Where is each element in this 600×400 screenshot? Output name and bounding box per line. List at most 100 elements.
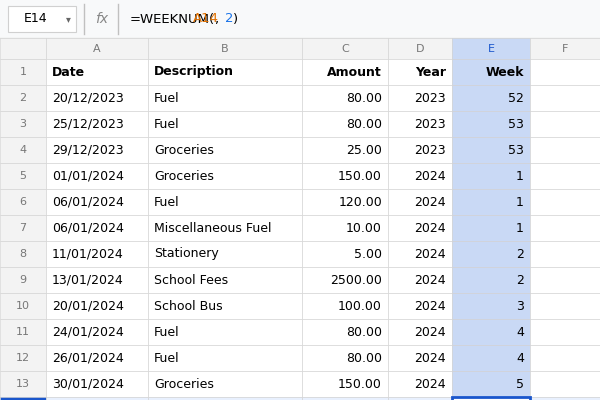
- Bar: [0, 293, 46, 319]
- Bar: [46, 215, 148, 241]
- Bar: [46, 371, 148, 397]
- Text: 150.00: 150.00: [338, 378, 382, 390]
- Bar: [148, 59, 302, 85]
- Text: 13/01/2024: 13/01/2024: [52, 274, 124, 286]
- Bar: [302, 111, 388, 137]
- Bar: [0, 241, 46, 267]
- Text: 10.00: 10.00: [346, 222, 382, 234]
- Bar: [46, 397, 148, 400]
- Bar: [302, 371, 388, 397]
- Text: Description: Description: [154, 66, 234, 78]
- Bar: [0, 163, 46, 189]
- Text: =WEEKNUM(: =WEEKNUM(: [130, 12, 215, 26]
- Text: 2024: 2024: [415, 222, 446, 234]
- Bar: [46, 189, 148, 215]
- Text: Fuel: Fuel: [154, 118, 179, 130]
- Text: 53: 53: [508, 118, 524, 130]
- Text: 20/12/2023: 20/12/2023: [52, 92, 124, 104]
- Text: 3: 3: [516, 300, 524, 312]
- Text: 20/01/2024: 20/01/2024: [52, 300, 124, 312]
- Text: 06/01/2024: 06/01/2024: [52, 222, 124, 234]
- Bar: [388, 111, 452, 137]
- Text: ▾: ▾: [65, 14, 70, 24]
- Bar: [148, 111, 302, 137]
- Bar: [0, 38, 46, 59]
- Bar: [452, 345, 530, 371]
- Text: Groceries: Groceries: [154, 170, 214, 182]
- Text: Fuel: Fuel: [154, 352, 179, 364]
- Bar: [302, 59, 388, 85]
- Bar: [148, 293, 302, 319]
- Text: 25.00: 25.00: [346, 144, 382, 156]
- Bar: [46, 345, 148, 371]
- Text: 6: 6: [19, 197, 26, 207]
- Text: Week: Week: [485, 66, 524, 78]
- Bar: [530, 371, 600, 397]
- Text: Fuel: Fuel: [154, 196, 179, 208]
- Bar: [388, 267, 452, 293]
- Text: A14: A14: [193, 12, 219, 26]
- Bar: [0, 215, 46, 241]
- Bar: [452, 163, 530, 189]
- Bar: [530, 319, 600, 345]
- Text: 4: 4: [516, 326, 524, 338]
- Text: 2023: 2023: [415, 118, 446, 130]
- Bar: [0, 85, 46, 111]
- Bar: [530, 215, 600, 241]
- Bar: [388, 215, 452, 241]
- Bar: [452, 38, 530, 59]
- Bar: [302, 293, 388, 319]
- Text: 5: 5: [516, 378, 524, 390]
- Text: E: E: [487, 44, 494, 54]
- Bar: [530, 137, 600, 163]
- Bar: [148, 241, 302, 267]
- Text: 2024: 2024: [415, 326, 446, 338]
- Bar: [452, 371, 530, 397]
- Text: 11/01/2024: 11/01/2024: [52, 248, 124, 260]
- Bar: [452, 189, 530, 215]
- Bar: [530, 111, 600, 137]
- Bar: [388, 59, 452, 85]
- Bar: [452, 59, 530, 85]
- Text: 2023: 2023: [415, 144, 446, 156]
- Bar: [0, 319, 46, 345]
- Bar: [46, 163, 148, 189]
- Text: 5: 5: [19, 171, 26, 181]
- Bar: [0, 0, 600, 38]
- Bar: [148, 371, 302, 397]
- Text: 5.00: 5.00: [354, 248, 382, 260]
- Bar: [530, 267, 600, 293]
- Bar: [148, 85, 302, 111]
- Text: D: D: [416, 44, 424, 54]
- Text: C: C: [341, 44, 349, 54]
- Bar: [148, 38, 302, 59]
- Bar: [46, 267, 148, 293]
- Bar: [452, 267, 530, 293]
- Bar: [302, 345, 388, 371]
- Text: 150.00: 150.00: [338, 170, 382, 182]
- Text: 06/01/2024: 06/01/2024: [52, 196, 124, 208]
- Text: Date: Date: [52, 66, 85, 78]
- Text: 2024: 2024: [415, 300, 446, 312]
- Text: Miscellaneous Fuel: Miscellaneous Fuel: [154, 222, 271, 234]
- Text: ): ): [233, 12, 238, 26]
- Text: School Fees: School Fees: [154, 274, 228, 286]
- Text: 24/01/2024: 24/01/2024: [52, 326, 124, 338]
- Bar: [0, 345, 46, 371]
- Bar: [530, 38, 600, 59]
- Bar: [302, 85, 388, 111]
- Text: 30/01/2024: 30/01/2024: [52, 378, 124, 390]
- Bar: [0, 111, 46, 137]
- Text: 2023: 2023: [415, 92, 446, 104]
- Bar: [452, 397, 530, 400]
- Text: 2024: 2024: [415, 248, 446, 260]
- Text: 1: 1: [19, 67, 26, 77]
- Text: Amount: Amount: [327, 66, 382, 78]
- Text: Groceries: Groceries: [154, 144, 214, 156]
- Text: Year: Year: [415, 66, 446, 78]
- Bar: [388, 345, 452, 371]
- Bar: [46, 59, 148, 85]
- Text: School Bus: School Bus: [154, 300, 223, 312]
- Text: 2024: 2024: [415, 196, 446, 208]
- Bar: [530, 189, 600, 215]
